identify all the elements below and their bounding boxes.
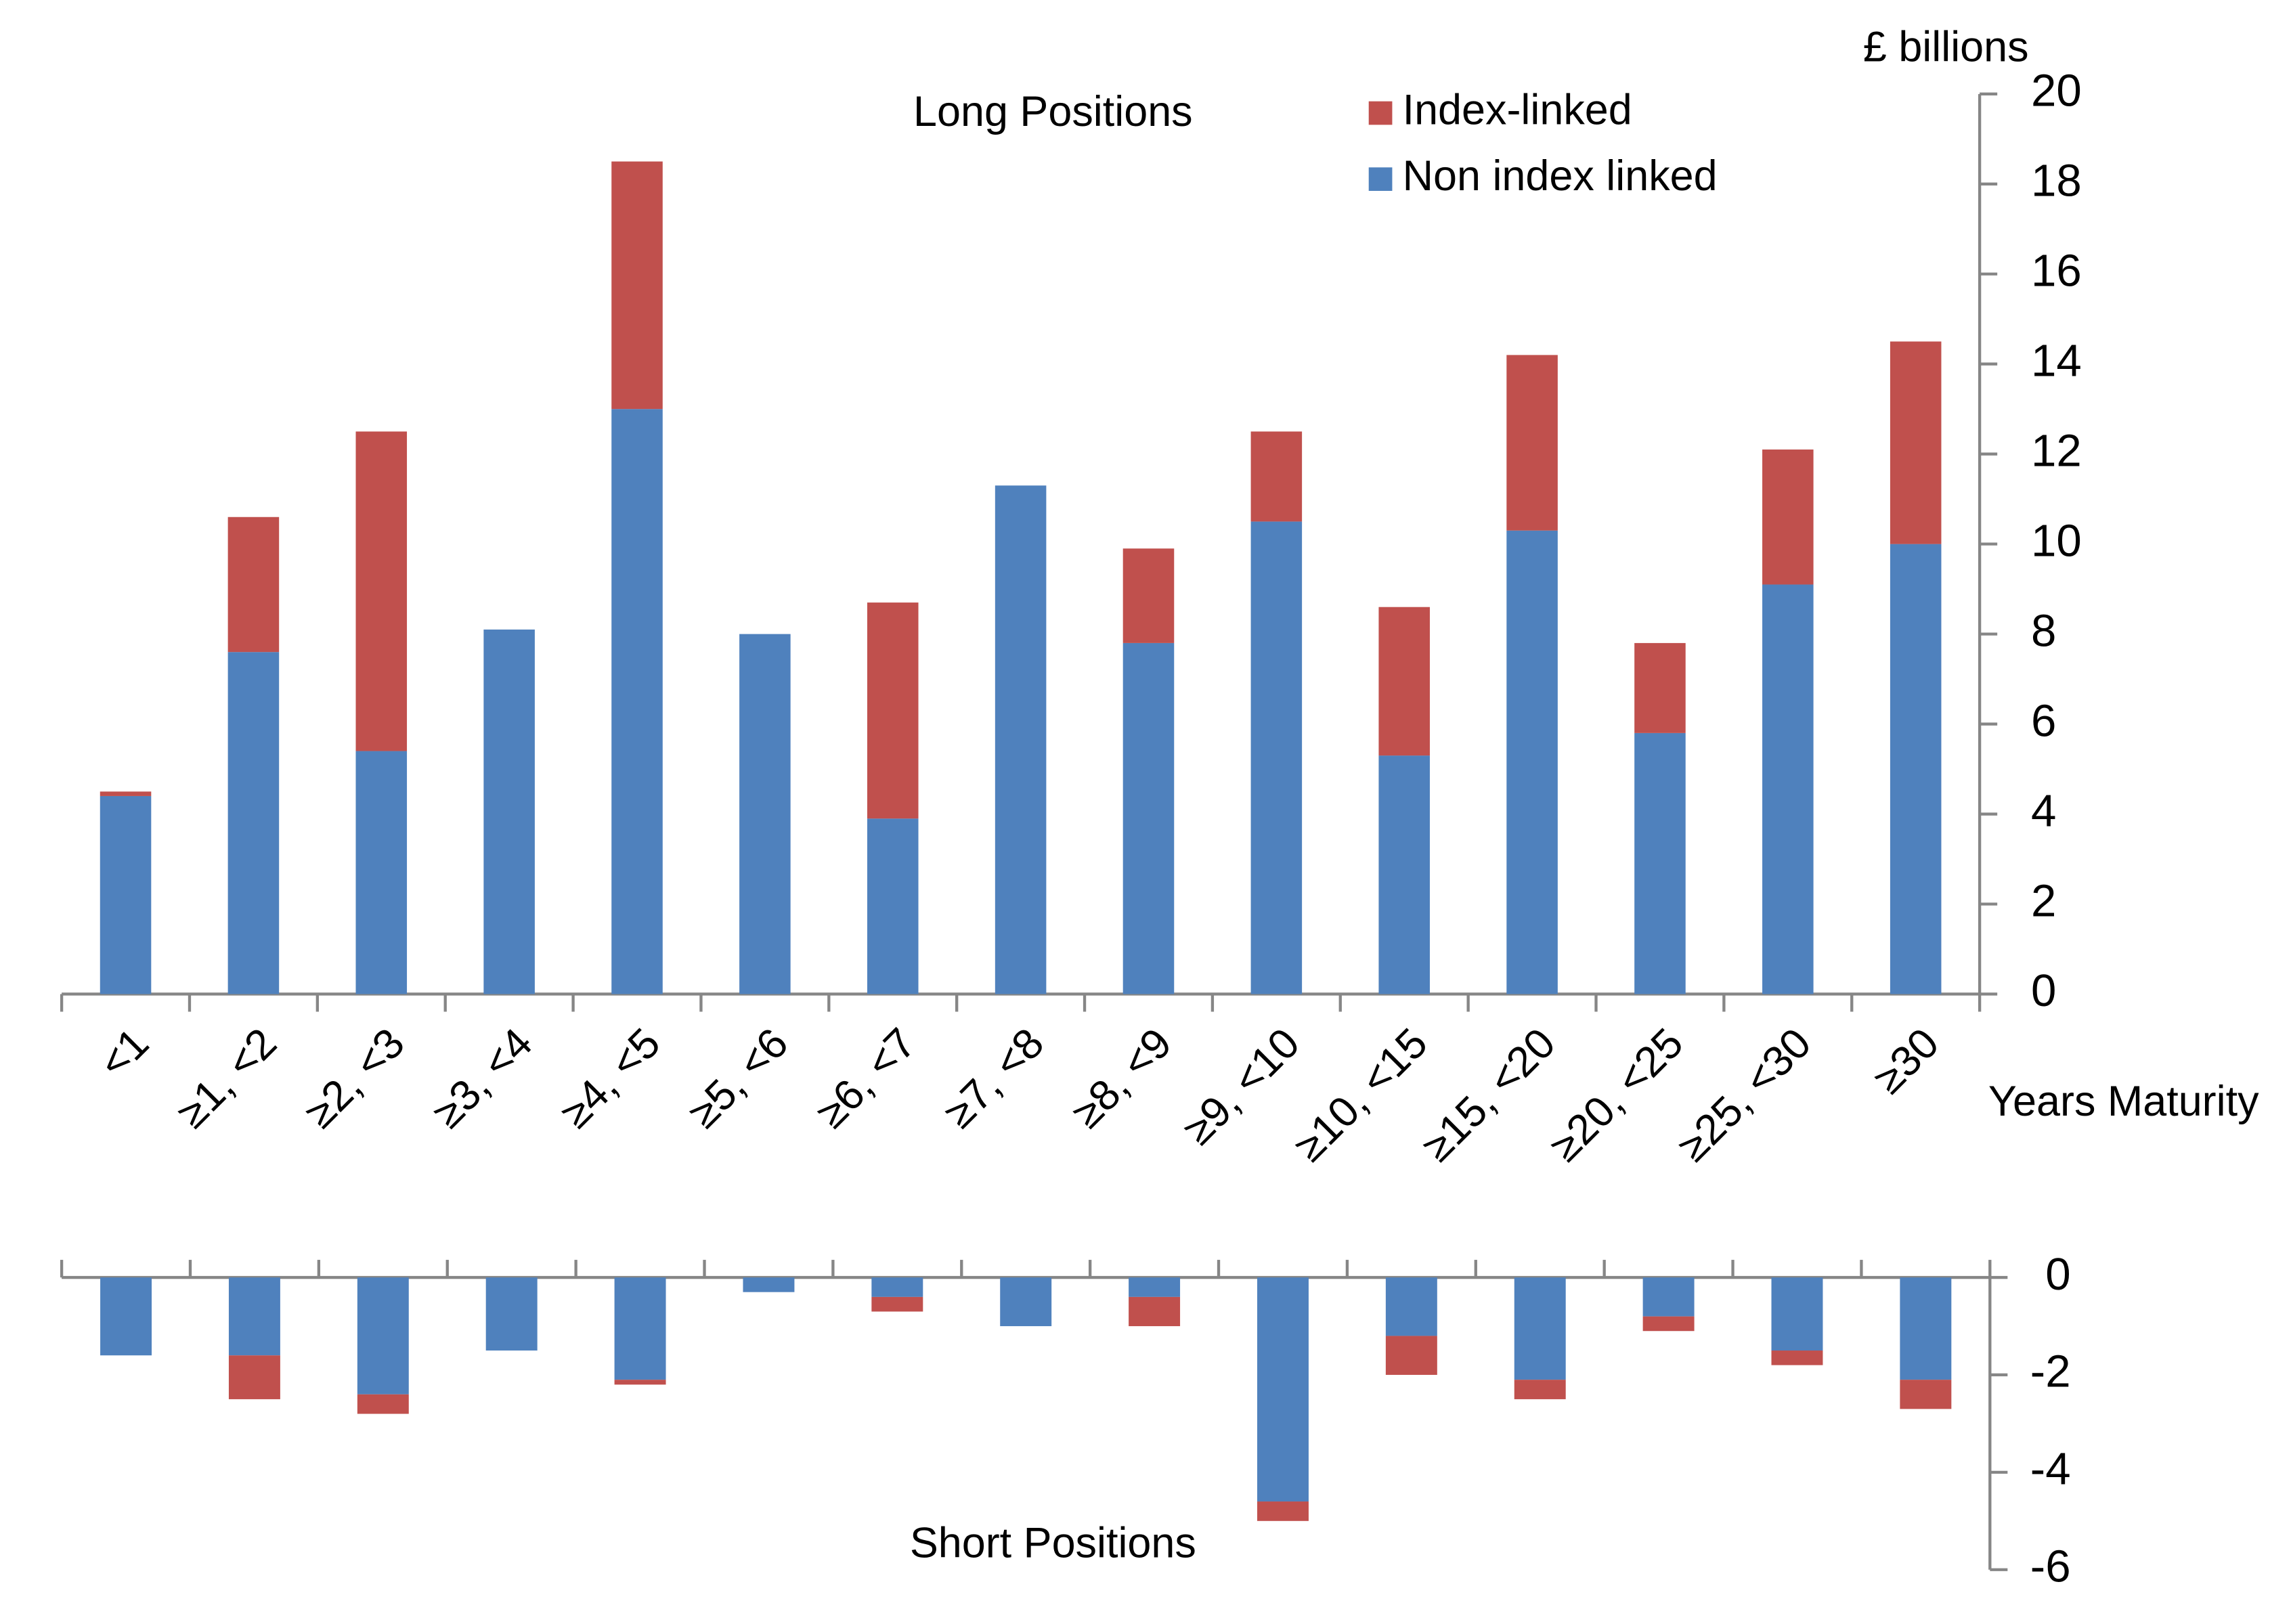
bar-segment (485, 1277, 538, 1351)
bar-segment (1762, 584, 1814, 994)
y-tick-label: 16 (2031, 246, 2082, 297)
bar-segment (1642, 1277, 1695, 1317)
bar-segment (614, 1277, 666, 1380)
bar-segment (1000, 1277, 1052, 1327)
bar-segment (611, 409, 663, 994)
x-tick-label: <1 (90, 1019, 158, 1087)
y-tick-label: 20 (2031, 66, 2082, 116)
x-tick-label: ≥6, <7 (807, 1019, 925, 1137)
bar-segment (1514, 1277, 1566, 1380)
bar-segment (1514, 1380, 1566, 1399)
bar-segment (1122, 642, 1175, 994)
bar-segment (1771, 1351, 1823, 1365)
bar-segment (1634, 732, 1686, 994)
bar-segment (100, 791, 152, 796)
x-tick-label: ≥1, <2 (168, 1019, 286, 1137)
bar-segment (1900, 1277, 1952, 1380)
bar-segment (357, 1394, 409, 1414)
y-tick-label: 6 (2031, 695, 2056, 746)
bar-segment (1771, 1277, 1823, 1351)
bar-segment (1378, 755, 1430, 994)
x-tick-label: ≥7, <8 (935, 1019, 1053, 1137)
bar-segment (1257, 1277, 1309, 1502)
legend-label: Non index linked (1403, 152, 1718, 200)
x-tick-label: ≥15, <20 (1413, 1019, 1565, 1171)
bar-segment (611, 161, 663, 410)
y-axis-label: £ billions (1863, 23, 2029, 70)
y-tick-label: -4 (2030, 1444, 2071, 1495)
bar-segment (483, 629, 535, 994)
bar-segment (355, 751, 408, 994)
bar-segment (995, 485, 1047, 994)
legend-swatch (1368, 167, 1393, 191)
bar-segment (1900, 1380, 1952, 1409)
bar-segment (1506, 355, 1558, 531)
legend-swatch (1368, 101, 1393, 125)
bar-segment (1385, 1277, 1437, 1336)
bar-segment (227, 652, 280, 994)
y-tick-label: 4 (2031, 785, 2056, 836)
chart-title: Long Positions (913, 88, 1193, 135)
x-tick-label: ≥3, <4 (424, 1019, 542, 1137)
bar-segment (871, 1277, 923, 1297)
bar-segment (867, 818, 919, 994)
x-tick-label: ≥20, <25 (1541, 1019, 1693, 1171)
legend-label: Index-linked (1403, 87, 1632, 134)
x-axis-label: Years Maturity (1988, 1078, 2259, 1125)
bar-segment (1762, 449, 1814, 585)
y-tick-label: 0 (2031, 965, 2056, 1016)
x-tick-label: ≥5, <6 (679, 1019, 797, 1137)
bar-segment (228, 1355, 280, 1399)
bar-segment (743, 1277, 795, 1292)
bar-segment (1378, 607, 1430, 756)
bar-segment (739, 634, 791, 994)
bar-segment (355, 431, 408, 751)
x-tick-label: ≥30 (1864, 1019, 1948, 1103)
bar-segment (871, 1296, 923, 1312)
bar-segment (1642, 1316, 1695, 1332)
bar-segment (1257, 1501, 1309, 1521)
y-tick-label: 8 (2031, 605, 2056, 656)
bar-segment (1634, 642, 1686, 733)
x-tick-label: ≥2, <3 (296, 1019, 414, 1137)
x-tick-label: ≥10, <15 (1285, 1019, 1437, 1171)
bar-segment (357, 1277, 409, 1395)
bar-segment (1129, 1277, 1181, 1297)
bar-segment (867, 602, 919, 819)
bar-segment (1385, 1336, 1437, 1375)
bar-segment (1890, 341, 1942, 544)
bar-segment (614, 1380, 666, 1385)
x-tick-label: ≥8, <9 (1063, 1019, 1181, 1137)
bar-segment (227, 517, 280, 653)
x-tick-label: ≥4, <5 (552, 1019, 670, 1137)
y-tick-label: 18 (2031, 156, 2082, 206)
bar-segment (228, 1277, 280, 1356)
y-tick-label: 2 (2031, 875, 2056, 926)
y-tick-label: -2 (2030, 1346, 2071, 1397)
chart-title: Short Positions (910, 1520, 1196, 1567)
y-tick-label: 0 (2045, 1249, 2070, 1300)
bar-segment (1250, 521, 1303, 994)
bar-segment (100, 1277, 152, 1356)
y-tick-label: 10 (2031, 515, 2082, 566)
y-tick-label: 14 (2031, 335, 2082, 386)
y-tick-label: 12 (2031, 425, 2082, 476)
x-tick-label: ≥25, <30 (1669, 1019, 1820, 1171)
y-tick-label: -6 (2030, 1541, 2071, 1592)
bar-segment (100, 795, 152, 994)
bar-segment (1250, 431, 1303, 522)
bar-segment (1129, 1296, 1181, 1327)
bar-segment (1506, 530, 1558, 994)
bar-segment (1122, 548, 1175, 643)
bar-segment (1890, 544, 1942, 994)
